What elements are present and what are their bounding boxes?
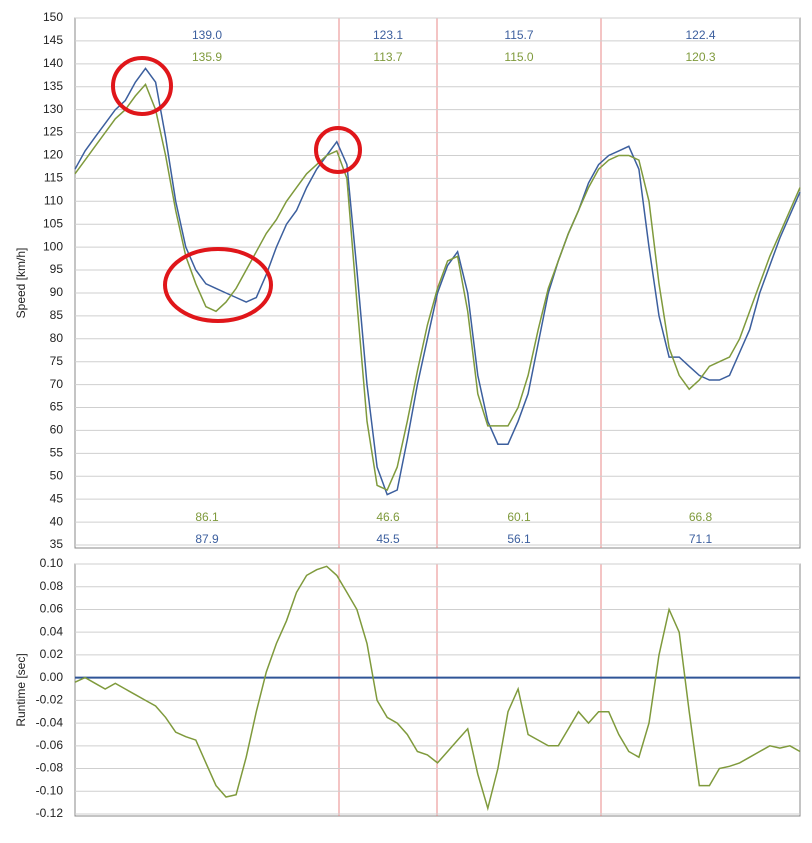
- y-tick-label: 0.04: [40, 624, 64, 638]
- y-tick-label: -0.12: [36, 806, 64, 820]
- section-dividers: [338, 18, 602, 816]
- y-tick-label: -0.08: [36, 761, 64, 775]
- section-max-label: 139.0: [192, 28, 222, 42]
- y-tick-label: 150: [43, 10, 63, 24]
- section-max-label: 123.1: [373, 28, 403, 42]
- highlight-circles: [111, 56, 362, 323]
- y-tick-label: 95: [50, 262, 64, 276]
- section-max-label: 113.7: [373, 50, 402, 64]
- y-tick-label: 0.10: [40, 556, 64, 570]
- y-tick-label: 35: [50, 537, 64, 551]
- section-min-label: 60.1: [507, 510, 531, 524]
- section-min-label: 87.9: [195, 532, 219, 546]
- y-tick-label: 110: [44, 193, 63, 207]
- y-tick-label: 0.08: [40, 579, 64, 593]
- section-min-label: 71.1: [689, 532, 713, 546]
- section-min-label: 45.5: [376, 532, 400, 546]
- y-tick-label: 0.02: [40, 647, 64, 661]
- y-tick-label: 55: [50, 446, 64, 460]
- y-tick-label: 120: [43, 148, 63, 162]
- y-tick-label: 125: [43, 125, 63, 139]
- y-tick-label: 40: [50, 514, 64, 528]
- highlight-circle: [111, 56, 173, 116]
- series-line: [74, 67, 801, 496]
- highlight-circle: [163, 247, 273, 323]
- section-min-label: 46.6: [376, 510, 400, 524]
- y-tick-label: -0.02: [36, 693, 64, 707]
- y-tick-label: 75: [50, 354, 64, 368]
- y-tick-label: 130: [43, 102, 63, 116]
- y-tick-label: 50: [50, 468, 64, 482]
- y-axis-label: Runtime [sec]: [14, 653, 28, 726]
- y-tick-label: 65: [50, 400, 64, 414]
- series-line: [74, 565, 801, 812]
- y-tick-label: 70: [50, 377, 64, 391]
- section-min-label: 86.1: [195, 510, 219, 524]
- y-axis-label: Speed [km/h]: [14, 248, 28, 319]
- y-tick-label: 115: [44, 171, 63, 185]
- y-tick-label: 135: [43, 79, 63, 93]
- y-tick-label: 100: [43, 239, 63, 253]
- y-tick-label: -0.04: [36, 715, 64, 729]
- y-tick-label: 90: [50, 285, 64, 299]
- y-tick-label: -0.10: [36, 783, 64, 797]
- section-min-label: 66.8: [689, 510, 713, 524]
- section-max-label: 115.0: [504, 50, 533, 64]
- section-max-label: 120.3: [685, 50, 715, 64]
- section-max-label: 122.4: [685, 28, 715, 42]
- y-tick-label: 80: [50, 331, 64, 345]
- series-line: [74, 82, 801, 491]
- y-tick-label: 60: [50, 423, 64, 437]
- y-tick-label: 0.00: [40, 670, 64, 684]
- y-tick-label: 140: [43, 56, 63, 70]
- section-max-label: 135.9: [192, 50, 222, 64]
- y-tick-label: 145: [43, 33, 63, 47]
- y-tick-label: 0.06: [40, 602, 64, 616]
- y-tick-label: -0.06: [36, 738, 64, 752]
- section-min-label: 56.1: [507, 532, 531, 546]
- section-max-label: 115.7: [504, 28, 533, 42]
- y-tick-label: 105: [43, 216, 63, 230]
- highlight-circle: [314, 126, 362, 174]
- y-tick-label: 85: [50, 308, 64, 322]
- y-tick-label: 45: [50, 491, 64, 505]
